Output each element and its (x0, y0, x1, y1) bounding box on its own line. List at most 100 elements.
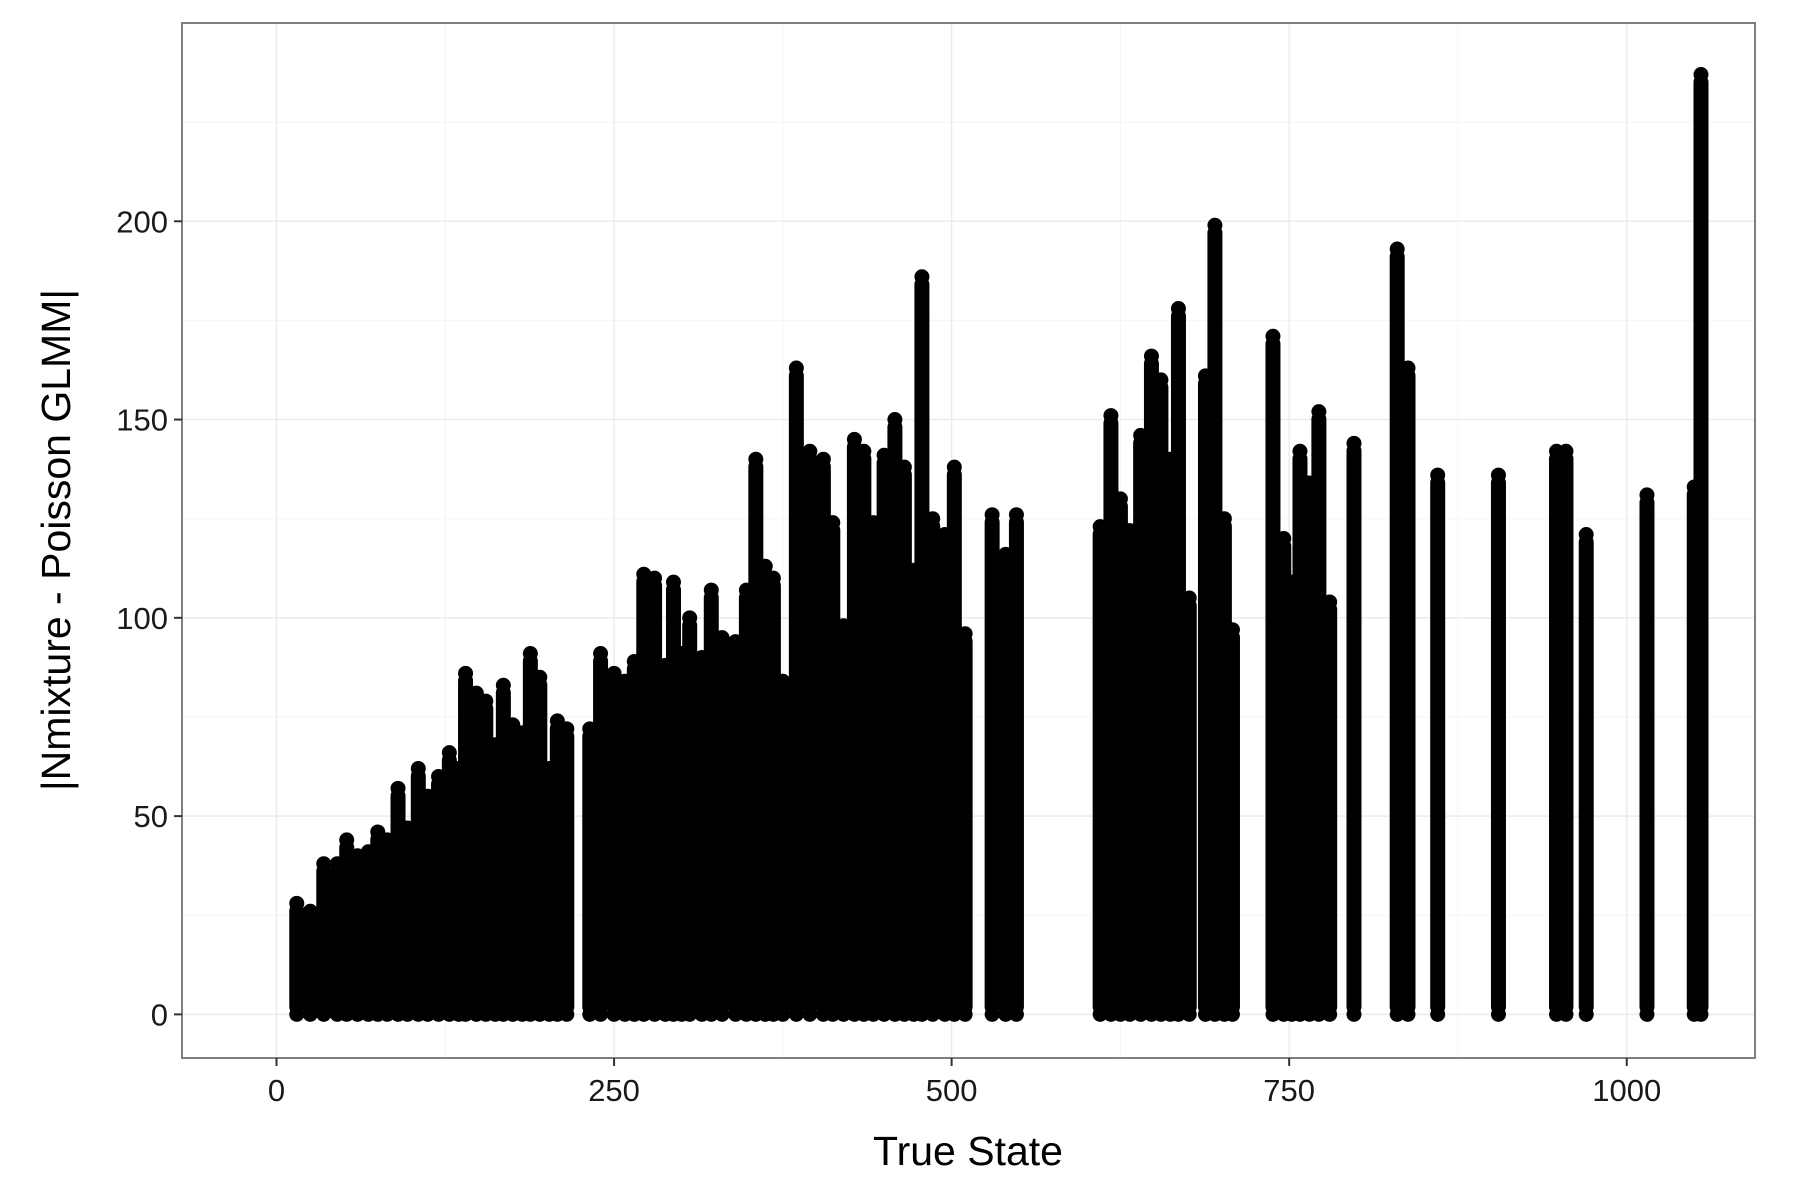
data-point (399, 1006, 415, 1022)
data-point (458, 1006, 474, 1022)
data-point (606, 665, 622, 681)
data-point (410, 761, 426, 777)
data-point (593, 1006, 609, 1022)
data-point (532, 669, 548, 685)
data-point (1112, 491, 1128, 507)
data-point (914, 269, 930, 285)
data-point (925, 511, 941, 527)
data-point (757, 558, 773, 574)
point-column (1224, 629, 1240, 1015)
point-column (1430, 475, 1446, 1015)
data-point (846, 431, 862, 447)
data-point (379, 1006, 395, 1022)
data-point (478, 693, 494, 709)
data-point (647, 1006, 663, 1022)
data-point (1224, 622, 1240, 638)
y-tick-label: 150 (116, 403, 168, 438)
y-axis-title: |Nmixture - Poisson GLMM| (33, 289, 79, 791)
data-point (703, 1006, 719, 1022)
point-column (957, 633, 973, 1015)
data-point (876, 1006, 892, 1022)
y-tick-label: 0 (151, 997, 168, 1032)
data-point (1639, 487, 1655, 503)
data-point (714, 1006, 730, 1022)
data-point (1181, 590, 1197, 606)
data-point (1216, 511, 1232, 527)
data-point (1224, 1006, 1240, 1022)
data-point (1400, 1006, 1416, 1022)
point-column (1639, 494, 1655, 1015)
data-point (865, 1006, 881, 1022)
data-point (302, 903, 318, 919)
data-point (1389, 1006, 1405, 1022)
point-column (984, 514, 1000, 1015)
point-column (682, 617, 698, 1015)
data-point (593, 646, 609, 662)
point-column (925, 518, 941, 1015)
data-point (1400, 360, 1416, 376)
data-point (775, 1006, 791, 1022)
data-point (636, 1006, 652, 1022)
point-column (316, 863, 332, 1015)
data-point (984, 507, 1000, 523)
data-point (946, 459, 962, 475)
data-point (825, 515, 841, 531)
point-column (802, 451, 818, 1015)
point-column (1181, 598, 1197, 1015)
data-point (559, 721, 575, 737)
data-point (1008, 507, 1024, 523)
data-point (957, 1006, 973, 1022)
data-point (1578, 527, 1594, 543)
data-point (1430, 467, 1446, 483)
data-point (802, 1006, 818, 1022)
data-point (1639, 1006, 1655, 1022)
data-point (788, 1006, 804, 1022)
point-column (1558, 451, 1574, 1015)
data-point (825, 1006, 841, 1022)
data-point (1311, 404, 1327, 420)
data-point (1693, 1006, 1709, 1022)
point-column (1578, 534, 1594, 1015)
data-point (1008, 1006, 1024, 1022)
data-point (390, 780, 406, 796)
data-point (1322, 1006, 1338, 1022)
data-point (1143, 348, 1159, 364)
data-point (302, 1006, 318, 1022)
point-column (289, 903, 305, 1015)
data-point (728, 1006, 744, 1022)
x-tick-label: 750 (1263, 1073, 1315, 1108)
data-point (1578, 1006, 1594, 1022)
data-point (1430, 1006, 1446, 1022)
data-point (984, 1006, 1000, 1022)
data-point (647, 570, 663, 586)
data-point (1153, 372, 1169, 388)
data-point (682, 610, 698, 626)
data-point (1389, 241, 1405, 257)
data-point (748, 451, 764, 467)
y-tick-label: 50 (134, 799, 168, 834)
data-point (606, 1006, 622, 1022)
data-point (441, 745, 457, 761)
data-point (1170, 301, 1186, 317)
data-point (339, 1006, 355, 1022)
data-point (1490, 1006, 1506, 1022)
point-column (788, 368, 804, 1015)
data-point (703, 582, 719, 598)
data-point (887, 412, 903, 428)
y-tick-label: 200 (116, 204, 168, 239)
point-column (714, 637, 730, 1015)
data-point (458, 665, 474, 681)
data-point (836, 1006, 852, 1022)
data-point (1181, 1006, 1197, 1022)
data-point (1292, 443, 1308, 459)
data-point (1133, 1006, 1149, 1022)
data-point (896, 459, 912, 475)
data-point (339, 832, 355, 848)
data-point (765, 570, 781, 586)
data-point (289, 895, 305, 911)
point-column (1008, 514, 1024, 1015)
data-point (1265, 1006, 1281, 1022)
point-column (559, 728, 575, 1015)
